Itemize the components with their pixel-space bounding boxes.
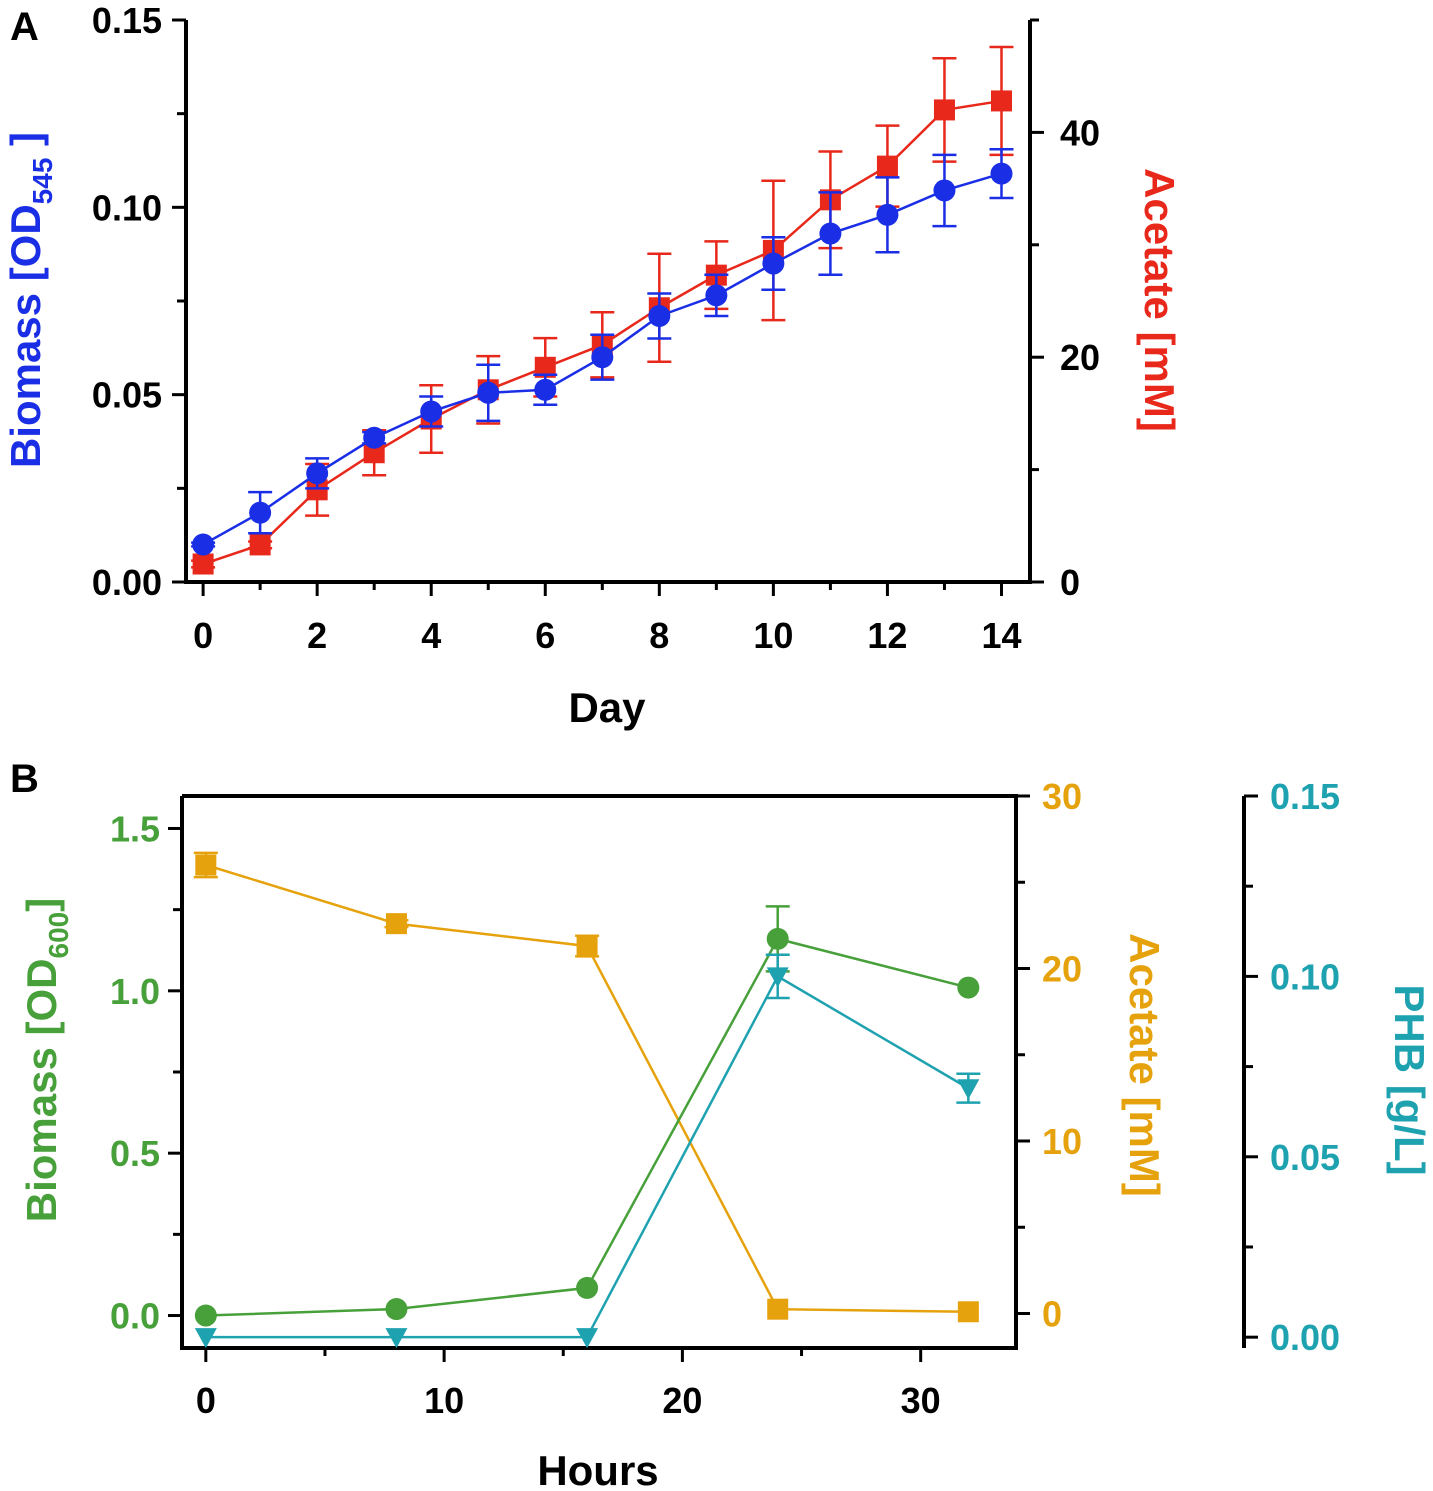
series-acetate	[193, 851, 979, 1323]
y-right-tick-label: 0	[1060, 562, 1080, 603]
a-acetate-point	[534, 356, 556, 378]
series-phb	[194, 953, 981, 1349]
y-left-tick-label: 1.5	[110, 808, 160, 849]
b-acetate-point	[576, 935, 598, 957]
panel-a-xlabel: Day	[568, 684, 646, 731]
y-left-tick-label: 0.5	[110, 1133, 160, 1174]
b-acetate-point	[385, 913, 407, 935]
y-left-tick-label: 0.00	[92, 562, 162, 603]
b-biomass-point	[385, 1298, 408, 1321]
series-biomass	[191, 148, 1014, 556]
b-phb-point	[194, 1328, 217, 1349]
a-biomass-point	[306, 462, 329, 485]
b-phb-point	[766, 967, 789, 988]
series-acetate	[191, 45, 1014, 575]
a-biomass-point	[933, 179, 956, 202]
x-tick-label: 2	[307, 615, 327, 656]
a-biomass-point	[591, 346, 614, 369]
y-left-tick-label: 0.05	[92, 375, 162, 416]
panel-b-ylabel-right2: PHB [g/L]	[1386, 984, 1433, 1175]
b-biomass-point	[957, 976, 980, 999]
y-left-tick-label: 0.15	[92, 0, 162, 41]
b-phb-point	[957, 1079, 980, 1100]
a-biomass-point	[363, 426, 386, 449]
y-right-tick-label: 10	[1042, 1121, 1082, 1162]
y-right2-tick-label: 0.00	[1270, 1317, 1340, 1358]
a-acetate-point	[933, 99, 955, 121]
y-left-tick-label: 1.0	[110, 971, 160, 1012]
x-tick-label: 10	[753, 615, 793, 656]
x-tick-label: 10	[424, 1380, 464, 1421]
a-acetate-point	[249, 534, 271, 556]
b-biomass-point	[576, 1276, 599, 1299]
b-acetate-point	[767, 1298, 789, 1320]
y-right-tick-label: 30	[1042, 776, 1082, 817]
y-left-tick-label: 0.0	[110, 1296, 160, 1337]
a-acetate-point	[990, 90, 1012, 112]
panel-a: A 0 2 4 6 8 10 12 14 0.00 0.05 0.10 0.15 0 20 40 Day…	[2, 0, 1183, 731]
x-tick-label: 12	[867, 615, 907, 656]
panel-b: B 0 10 20 30 0.0 0.5 1.0 1.5 0 10 20 30 0.00 0.05 0…	[10, 757, 1433, 1491]
y-right2-tick-label: 0.10	[1270, 956, 1340, 997]
a-biomass-point	[762, 252, 785, 275]
b-biomass-point	[194, 1304, 217, 1327]
x-tick-label: 14	[981, 615, 1021, 656]
a-acetate-point	[363, 442, 385, 464]
a-biomass-point	[705, 284, 728, 307]
x-tick-label: 4	[421, 615, 441, 656]
a-biomass-point	[819, 222, 842, 245]
b-biomass-line	[205, 937, 969, 1317]
a-biomass-point	[876, 203, 899, 226]
b-biomass-point	[766, 927, 789, 950]
x-tick-label: 8	[649, 615, 669, 656]
panel-a-ylabel-right: Acetate [mM]	[1136, 168, 1183, 432]
x-tick-label: 0	[193, 615, 213, 656]
panel-b-xlabel: Hours	[537, 1447, 658, 1491]
y-right2-tick-label: 0.15	[1270, 776, 1340, 817]
panel-b-frame	[180, 794, 1018, 1350]
a-biomass-point	[249, 501, 272, 524]
a-biomass-point	[648, 304, 671, 327]
panel-b-ylabel-left: Biomass [OD600]	[18, 898, 74, 1222]
x-tick-label: 6	[535, 615, 555, 656]
panel-a-label: A	[10, 5, 39, 49]
y-right-tick-label: 40	[1060, 112, 1100, 153]
a-biomass-point	[990, 162, 1013, 185]
a-biomass-point	[477, 381, 500, 404]
x-tick-label: 0	[196, 1380, 216, 1421]
b-phb-point	[385, 1328, 408, 1349]
x-tick-label: 20	[662, 1380, 702, 1421]
x-tick-label: 30	[901, 1380, 941, 1421]
b-acetate-line	[205, 863, 969, 1314]
a-acetate-point	[876, 155, 898, 177]
b-phb-point	[576, 1328, 599, 1349]
y-left-tick-label: 0.10	[92, 187, 162, 228]
y-right2-tick-label: 0.05	[1270, 1137, 1340, 1178]
y-right-tick-label: 20	[1042, 949, 1082, 990]
a-biomass-point	[534, 378, 557, 401]
y-right-tick-label: 0	[1042, 1294, 1062, 1335]
panel-a-ylabel-left: Biomass [OD545 ]	[2, 132, 58, 468]
b-acetate-point	[957, 1301, 979, 1323]
a-biomass-point	[192, 533, 215, 556]
b-acetate-point	[195, 854, 217, 876]
a-acetate-point	[192, 553, 214, 575]
y-right-tick-label: 20	[1060, 337, 1100, 378]
panel-b-label: B	[10, 757, 39, 801]
panel-b-ylabel-right: Acetate [mM]	[1121, 933, 1168, 1197]
series-biomass	[194, 905, 980, 1327]
a-biomass-point	[420, 400, 443, 423]
a-acetate-point	[306, 479, 328, 501]
